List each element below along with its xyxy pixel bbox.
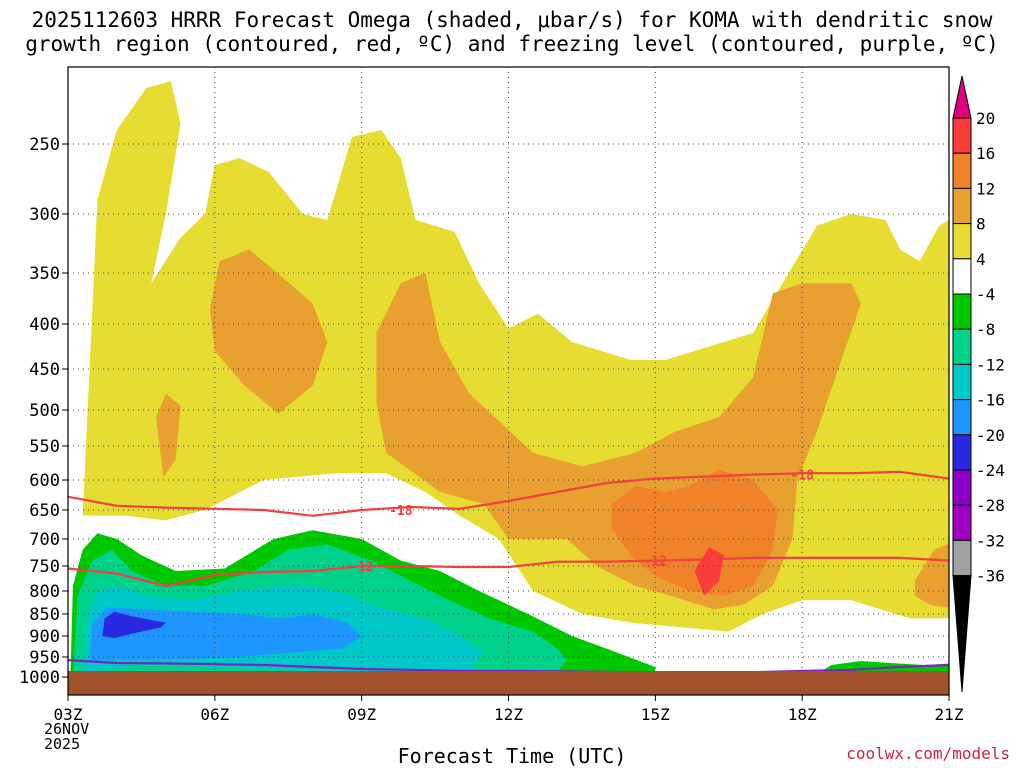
colorbar-tick-label: 20 [976,109,995,128]
omega-region--20-to--16 [90,607,362,661]
chart-title-line-1: 2025112603 HRRR Forecast Omega (shaded, … [31,8,993,32]
contour-label: -18 [389,504,413,519]
colorbar-tick-label: -4 [976,285,995,304]
omega-region--24-to--20 [102,611,166,639]
colorbar-bin [952,328,972,365]
x-tick-label: 21Z [935,705,964,724]
colorbar-tick-label: -36 [976,567,1005,586]
contour-dendritic--18C [68,470,949,517]
y-tick-label: 950 [29,648,60,668]
colorbar-bin [952,117,972,154]
contour-label: -12 [644,555,667,570]
x-tick-label: 03Z [54,705,83,724]
start-date-label: 26NOV 2025 [44,722,89,752]
colorbar-tick-label: -8 [976,320,995,339]
y-tick-label: 550 [29,437,60,457]
x-tick-label: 18Z [788,705,817,724]
colorbar-tick-label: -12 [976,355,1005,374]
omega-region-12-to-16 [611,469,778,596]
credit-label: coolwx.com/models [846,744,1010,763]
colorbar-tick-label: -28 [976,496,1005,515]
colorbar-bin [952,258,972,295]
colorbar-tick-label: -24 [976,461,1005,480]
x-axis-title: Forecast Time (UTC) [397,744,627,768]
below-ground-band [68,671,949,695]
y-tick-label: 650 [29,501,60,521]
y-tick-label: 400 [29,315,60,335]
colorbar-tick-label: -16 [976,391,1005,410]
y-tick-label: 700 [29,530,60,550]
colorbar-bin [952,434,972,471]
y-tick-label: 750 [29,557,60,577]
colorbar-tick-label: -20 [976,426,1005,445]
colorbar-bin [952,363,972,401]
colorbar-tick-label: -32 [976,531,1005,550]
colorbar-bin [952,399,972,436]
colorbar-bin [952,539,972,577]
y-tick-label: 850 [29,605,60,625]
y-tick-label: 600 [29,471,60,491]
colorbar-bin [952,223,972,260]
x-tick-label: 09Z [347,705,376,724]
colorbar-bin [952,504,972,541]
y-tick-label: 350 [29,264,60,284]
colorbar-bottom-triangle [952,575,972,693]
y-tick-label: 500 [29,401,60,421]
y-tick-label: 1000 [19,668,60,688]
chart-title-line-2: growth region (contoured, red, ºC) and f… [25,32,999,56]
colorbar-tick-label: 8 [976,215,986,234]
start-date-year: 2025 [44,735,81,753]
omega-region-8-to-12 [209,249,328,414]
contour-label: -12 [350,560,373,575]
colorbar-tick-label: 12 [976,179,995,198]
y-tick-label: 800 [29,582,60,602]
x-tick-label: 15Z [641,705,670,724]
colorbar-bin [952,293,972,330]
x-tick-label: 12Z [494,705,523,724]
contour-label: -18 [790,469,814,484]
omega-region-8-to-12 [156,393,181,477]
colorbar-top-triangle [952,75,972,119]
contour-dendritic--12C [68,556,949,588]
colorbar-bin [952,469,972,506]
y-tick-label: 450 [29,360,60,380]
y-tick-label: 900 [29,627,60,647]
colorbar-tick-label: 4 [976,250,986,269]
colorbar-tick-label: 16 [976,144,995,163]
colorbar-bin [952,152,972,189]
y-tick-label: 300 [29,205,60,225]
y-tick-label: 250 [29,135,60,155]
colorbar-bin [952,187,972,225]
x-tick-label: 06Z [200,705,229,724]
start-date-day: 26NOV [44,720,90,738]
